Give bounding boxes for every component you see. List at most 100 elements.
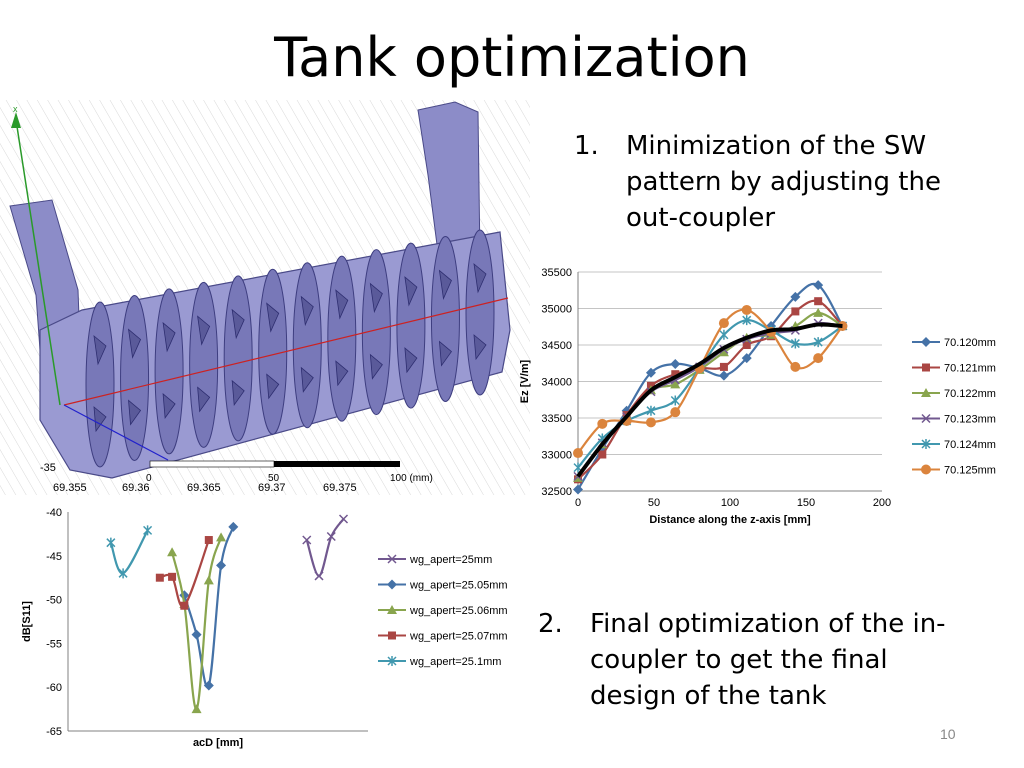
data-point — [338, 514, 349, 524]
cavity-nose — [438, 340, 452, 367]
series-line — [183, 526, 235, 689]
cavity-cell — [120, 294, 150, 461]
data-point — [387, 605, 397, 614]
legend-entry: wg_apert=25.06mm — [378, 605, 508, 617]
data-point — [204, 536, 213, 545]
fragment-tick-x: 69.375 — [323, 482, 357, 494]
list-line: out-coupler — [626, 203, 776, 233]
cavity-cell — [85, 301, 115, 468]
data-point — [180, 601, 189, 610]
legend-label: wg_apert=25.07mm — [409, 631, 508, 643]
data-point — [670, 407, 681, 418]
cavity-nose — [404, 276, 418, 307]
y-tick-label: 35000 — [541, 304, 572, 316]
legend-label: wg_apert=25.06mm — [409, 605, 508, 617]
x-axis-title: acD [mm] — [193, 737, 243, 749]
y-tick-label: 34000 — [541, 377, 572, 389]
y-tick-label: -60 — [46, 682, 62, 694]
cavity-nose — [335, 360, 349, 387]
cavity-cell — [154, 288, 184, 455]
data-point — [670, 395, 680, 406]
slide-title: Tank optimization — [274, 26, 750, 89]
data-point — [302, 535, 312, 545]
legend-label: wg_apert=25.05mm — [409, 580, 508, 592]
scale-label-100mm: 100 (mm) — [390, 473, 433, 484]
legend-entry: wg_apert=25.07mm — [378, 631, 508, 643]
data-point — [813, 280, 824, 291]
fragment-tick-x: 69.37 — [258, 482, 286, 494]
legend-entry: wg_apert=25.05mm — [378, 579, 508, 592]
legend-entry: 70.125mm — [912, 464, 996, 477]
s11-chart: -65 -60 -55 -50 -45 -40 acD [mm] dB[S11] wg_aper… — [21, 507, 508, 749]
data-point — [922, 363, 930, 372]
data-point — [203, 680, 214, 691]
legend-label: 70.125mm — [944, 465, 996, 477]
series-wg_apert=25.07mm — [155, 536, 213, 610]
data-point — [216, 560, 227, 571]
list-line: pattern by adjusting the — [626, 167, 941, 197]
data-point — [814, 297, 823, 306]
series-line — [577, 319, 844, 469]
series-70.120mm — [573, 280, 848, 495]
data-point — [645, 367, 656, 378]
data-point — [216, 532, 227, 542]
list-line: coupler to get the final — [590, 645, 888, 675]
series-wg_apert=25.1mm — [106, 525, 153, 579]
data-point — [167, 547, 178, 557]
cavity-cell — [430, 236, 460, 403]
data-point — [921, 413, 931, 424]
page-number: 10 — [940, 726, 956, 742]
data-point — [646, 405, 656, 416]
data-point — [191, 629, 202, 640]
data-point — [228, 521, 239, 532]
list-line: design of the tank — [590, 681, 827, 711]
y-axis-title: dB[S11] — [21, 601, 33, 642]
data-point — [118, 568, 128, 579]
scale-bar-black — [274, 461, 400, 467]
y-tick-label: 33500 — [541, 413, 572, 425]
data-point — [573, 484, 583, 495]
scale-label-0: 0 — [146, 473, 152, 484]
fragment-tick-x: 69.365 — [187, 482, 221, 494]
y-tick-label: -50 — [46, 595, 62, 607]
list-line: Minimization of the SW — [626, 131, 927, 161]
legend-label: 70.120mm — [944, 337, 996, 349]
cavity-nose — [128, 328, 142, 359]
legend-label: 70.121mm — [944, 363, 996, 375]
cavity-nose — [335, 289, 349, 320]
y-tick-label: 34500 — [541, 340, 572, 352]
series-70.123mm — [573, 318, 848, 481]
series-wg_apert=25.05mm — [179, 521, 239, 691]
data-point — [790, 338, 800, 349]
z-axis-line — [63, 297, 509, 406]
legend-label: wg_apert=25mm — [409, 554, 492, 566]
cavity-nose — [266, 302, 280, 333]
series-70.124mm — [573, 315, 848, 473]
cavity-cell — [396, 242, 426, 409]
scale-bar-white — [149, 460, 275, 468]
data-point — [387, 579, 397, 590]
data-point — [645, 417, 656, 428]
data-point — [670, 358, 681, 369]
y-tick-label: -65 — [46, 726, 62, 738]
series-line — [576, 322, 843, 478]
data-point — [790, 361, 801, 372]
cavity-nose — [473, 263, 487, 294]
data-point — [168, 572, 177, 581]
cavity-cell — [327, 255, 357, 422]
cavity-nose — [197, 386, 211, 413]
list-number: 2. — [538, 609, 563, 639]
scale-label-50: 50 — [268, 473, 280, 484]
data-point — [573, 448, 583, 459]
cavity-nose — [197, 315, 211, 346]
legend-label: 70.122mm — [944, 388, 996, 400]
data-point — [791, 307, 800, 316]
series-line — [305, 518, 345, 578]
data-point — [719, 329, 729, 340]
data-point — [203, 575, 214, 585]
series-line — [171, 537, 223, 711]
cavity-cell — [223, 275, 253, 442]
data-point — [813, 353, 824, 364]
x-axis-label: x — [13, 104, 18, 114]
legend-entry: 70.122mm — [912, 388, 996, 400]
